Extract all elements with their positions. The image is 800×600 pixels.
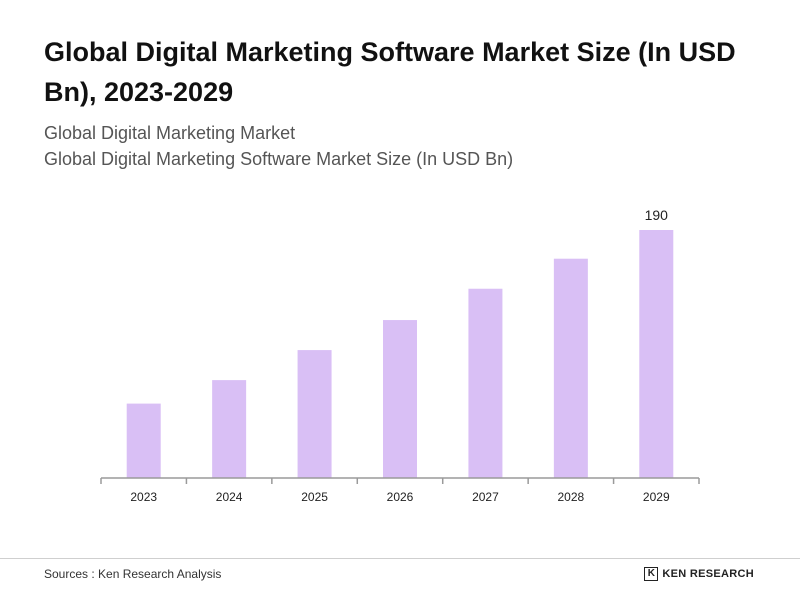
bar bbox=[639, 230, 674, 478]
chart-subtitle-1: Global Digital Marketing Market bbox=[44, 123, 296, 143]
bar bbox=[297, 350, 332, 478]
bar bbox=[553, 258, 588, 478]
x-tick-label: 2024 bbox=[216, 490, 243, 504]
bar bbox=[126, 403, 161, 478]
footer-divider bbox=[0, 558, 800, 559]
x-tick-label: 2023 bbox=[130, 490, 157, 504]
bar bbox=[468, 288, 503, 478]
data-label: 190 bbox=[645, 207, 669, 223]
chart-subtitle-2: Global Digital Marketing Software Market… bbox=[44, 149, 514, 169]
x-tick-label: 2026 bbox=[387, 490, 414, 504]
brand-mark-icon: K bbox=[644, 567, 659, 581]
bar bbox=[383, 320, 417, 478]
bar-chart: 2023 2024 2025 2026 2027 2028 2029 190 bbox=[100, 207, 700, 504]
x-tick-label: 2029 bbox=[643, 490, 670, 504]
x-tick-label: 2028 bbox=[558, 490, 585, 504]
brand-name: KEN RESEARCH bbox=[662, 568, 754, 580]
bar bbox=[212, 380, 247, 478]
x-tick-label: 2025 bbox=[301, 490, 328, 504]
brand-logo: K KEN RESEARCH bbox=[644, 567, 754, 581]
chart-title: Global Digital Marketing Software Market… bbox=[44, 37, 736, 107]
x-tick-label: 2027 bbox=[472, 490, 499, 504]
source-note: Sources : Ken Research Analysis bbox=[44, 567, 222, 581]
